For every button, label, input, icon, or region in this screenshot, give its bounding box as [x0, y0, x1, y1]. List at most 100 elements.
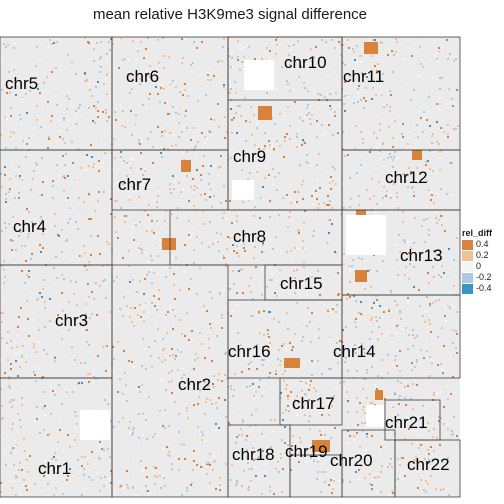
signal-cell — [335, 92, 337, 94]
signal-cell — [2, 312, 4, 314]
signal-cell — [168, 425, 170, 427]
signal-cell — [441, 368, 443, 370]
signal-cell — [222, 217, 224, 219]
signal-cell — [204, 193, 206, 195]
signal-cell — [313, 460, 315, 462]
signal-cell — [398, 234, 400, 236]
signal-cell — [81, 382, 83, 384]
signal-cell — [236, 292, 238, 294]
signal-cell — [103, 485, 105, 487]
signal-cell — [340, 44, 342, 46]
signal-cell — [421, 427, 423, 429]
signal-cell — [139, 143, 141, 145]
signal-cell — [403, 239, 405, 241]
signal-cell — [232, 395, 234, 397]
signal-cell — [223, 289, 225, 291]
signal-cell — [456, 311, 458, 313]
signal-cell — [137, 50, 139, 52]
signal-cell — [139, 280, 141, 282]
signal-cell — [94, 122, 96, 124]
signal-cell — [236, 245, 238, 247]
signal-cell — [436, 437, 438, 439]
signal-cell — [401, 472, 403, 474]
signal-cell — [425, 161, 427, 163]
signal-cell — [202, 165, 204, 167]
signal-cell — [53, 267, 55, 269]
legend: rel_diff 0.4 0.2 0 -0.2 -0.4 — [448, 228, 504, 294]
signal-cell — [4, 166, 6, 168]
signal-cell — [118, 421, 120, 423]
signal-cell — [18, 235, 20, 237]
signal-cell — [172, 354, 174, 356]
signal-cell — [129, 432, 131, 434]
signal-cell — [42, 288, 44, 290]
signal-cell — [4, 448, 6, 450]
signal-cell — [344, 155, 346, 157]
signal-cell — [379, 448, 381, 450]
signal-cell — [250, 361, 252, 363]
signal-cell — [304, 393, 306, 395]
signal-cell — [204, 357, 206, 359]
signal-cell — [204, 136, 206, 138]
signal-cell — [75, 281, 77, 283]
signal-cell — [311, 461, 313, 463]
signal-cell — [206, 473, 208, 475]
signal-cell — [19, 175, 21, 177]
signal-cell — [304, 248, 306, 250]
signal-cell — [217, 379, 219, 381]
signal-cell — [136, 494, 138, 496]
signal-cell — [241, 493, 243, 495]
signal-cell — [407, 143, 409, 145]
signal-cell — [289, 64, 291, 66]
signal-cell — [395, 244, 397, 246]
signal-cell — [165, 210, 167, 212]
signal-cell — [336, 304, 338, 306]
signal-cell — [375, 94, 377, 96]
signal-cell — [424, 458, 426, 460]
signal-cell — [396, 192, 398, 194]
signal-cell — [427, 272, 429, 274]
signal-cell — [62, 431, 64, 433]
signal-cell — [127, 290, 129, 292]
signal-cell — [184, 244, 186, 246]
signal-cell — [195, 145, 197, 147]
enriched-patch — [162, 238, 176, 250]
signal-cell — [99, 253, 101, 255]
signal-cell — [427, 160, 429, 162]
signal-cell — [354, 344, 356, 346]
signal-cell — [62, 138, 64, 140]
signal-cell — [178, 431, 180, 433]
signal-cell — [342, 481, 344, 483]
signal-cell — [28, 440, 30, 442]
signal-cell — [263, 434, 265, 436]
signal-cell — [442, 372, 444, 374]
signal-cell — [187, 417, 189, 419]
signal-cell — [174, 401, 176, 403]
signal-cell — [230, 479, 232, 481]
signal-cell — [286, 133, 288, 135]
signal-cell — [99, 285, 101, 287]
signal-cell — [0, 388, 2, 390]
signal-cell — [263, 148, 265, 150]
signal-cell — [203, 223, 205, 225]
signal-cell — [218, 250, 220, 252]
signal-cell — [53, 468, 55, 470]
signal-cell — [224, 137, 226, 139]
signal-cell — [25, 156, 27, 158]
signal-cell — [380, 471, 382, 473]
signal-cell — [433, 394, 435, 396]
signal-cell — [74, 467, 76, 469]
signal-cell — [311, 374, 313, 376]
signal-cell — [210, 102, 212, 104]
signal-cell — [193, 404, 195, 406]
signal-cell — [256, 173, 258, 175]
signal-cell — [231, 132, 233, 134]
signal-cell — [114, 111, 116, 113]
signal-cell — [356, 370, 358, 372]
signal-cell — [417, 75, 419, 77]
signal-cell — [246, 449, 248, 451]
signal-cell — [160, 189, 162, 191]
signal-cell — [365, 378, 367, 380]
signal-cell — [376, 299, 378, 301]
signal-cell — [317, 461, 319, 463]
